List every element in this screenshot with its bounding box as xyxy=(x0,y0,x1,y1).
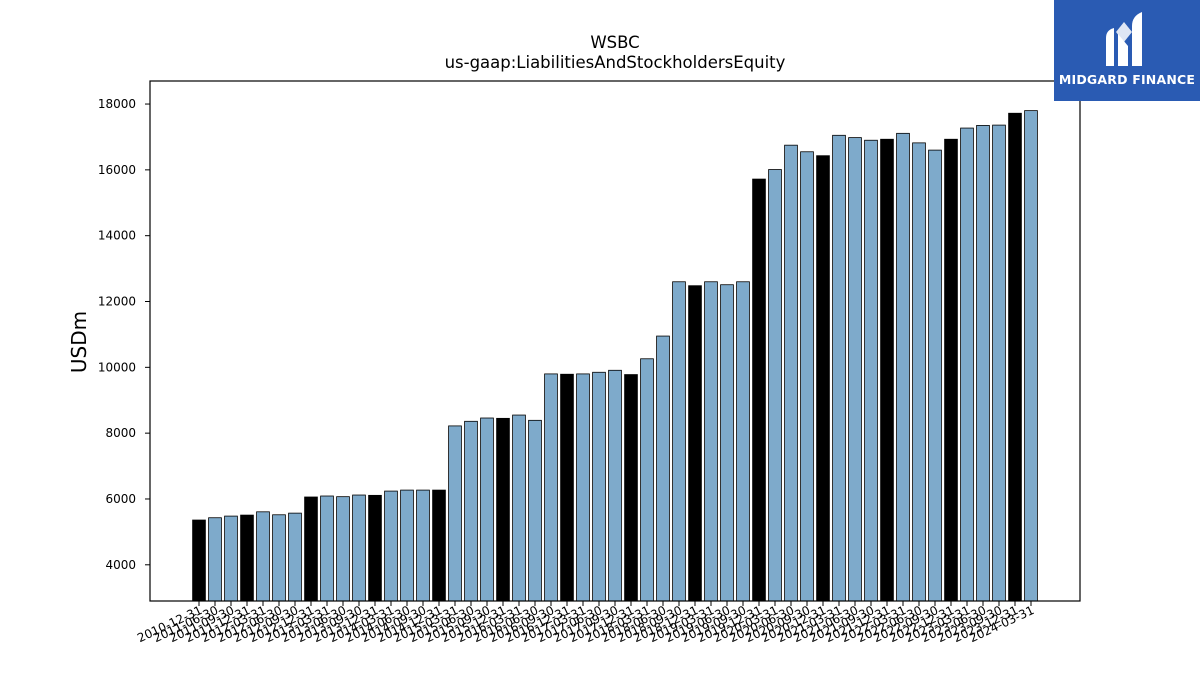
bar-2018-09-30 xyxy=(672,281,686,602)
bar-2016-12-31 xyxy=(560,373,574,602)
y-tick-label: 8000 xyxy=(105,426,136,440)
bar-2021-09-30 xyxy=(864,139,878,602)
bar-2017-03-31 xyxy=(576,373,590,602)
bar-2019-09-30 xyxy=(736,281,750,602)
y-tick-label: 10000 xyxy=(98,360,136,374)
bar-2023-06-30 xyxy=(976,125,990,602)
y-tick-label: 6000 xyxy=(105,492,136,506)
bar-2021-06-30 xyxy=(848,137,862,602)
bar-2016-03-31 xyxy=(512,414,526,602)
brand-logo: MIDGARD FINANCE xyxy=(1054,0,1200,101)
bar-2024-03-31 xyxy=(1024,110,1038,602)
bar-2021-03-31 xyxy=(832,134,846,602)
midgard-logo-icon xyxy=(1106,12,1142,66)
x-axis-ticks: 2010-12-312011-06-302011-09-302011-12-31… xyxy=(135,601,1036,645)
y-tick-label: 14000 xyxy=(98,229,136,243)
bar-2017-09-30 xyxy=(608,369,622,602)
bar-2020-09-30 xyxy=(800,151,814,602)
plot-frame xyxy=(149,80,1081,602)
y-tick-label: 18000 xyxy=(98,97,136,111)
bar-2021-12-31 xyxy=(880,138,894,602)
bar-2015-12-31 xyxy=(496,417,510,602)
bar-2011-06-30 xyxy=(208,517,222,602)
bar-2020-06-30 xyxy=(784,144,798,602)
brand-logo-text: MIDGARD FINANCE xyxy=(1058,72,1196,87)
chart-title: WSBC xyxy=(590,33,639,52)
bar-2014-12-31 xyxy=(432,489,446,602)
bar-2019-06-30 xyxy=(720,284,734,602)
bar-2014-03-31 xyxy=(384,490,398,602)
bar-2022-06-30 xyxy=(912,142,926,602)
y-axis-ticks: 4000 6000 8000 10000 12000 14000 16000 18000 xyxy=(98,97,150,572)
bar-2014-06-30 xyxy=(400,489,414,602)
bar-2013-12-31 xyxy=(368,494,382,602)
y-tick-label: 16000 xyxy=(98,163,136,177)
bar-2015-06-30 xyxy=(464,420,478,602)
bar-2011-09-30 xyxy=(224,515,238,602)
bar-2015-03-31 xyxy=(448,425,462,602)
bar-2019-12-31 xyxy=(752,178,766,602)
bar-2018-03-31 xyxy=(640,358,654,602)
bar-2010-12-31 xyxy=(192,519,206,602)
bar-2022-12-31 xyxy=(944,138,958,602)
bar-2017-06-30 xyxy=(592,371,606,602)
bar-2012-03-31 xyxy=(256,511,270,602)
bar-2016-09-30 xyxy=(544,373,558,602)
bar-2023-09-30 xyxy=(992,124,1006,602)
y-tick-label: 12000 xyxy=(98,295,136,309)
bar-2013-09-30 xyxy=(352,494,366,602)
bar-2017-12-31 xyxy=(624,374,638,602)
bar-2012-09-30 xyxy=(288,512,302,602)
bar-2011-12-31 xyxy=(240,514,254,602)
bar-2015-09-30 xyxy=(480,417,494,602)
bar-2013-06-30 xyxy=(336,496,350,602)
y-axis-label: USDm xyxy=(67,311,91,373)
bar-2023-03-31 xyxy=(960,127,974,602)
y-tick-label: 4000 xyxy=(105,558,136,572)
bar-2022-09-30 xyxy=(928,149,942,602)
bar-2023-12-31 xyxy=(1008,112,1022,602)
bar-2020-12-31 xyxy=(816,155,830,602)
bar-2012-06-30 xyxy=(272,514,286,602)
bar-2019-03-31 xyxy=(704,281,718,602)
bar-2012-12-31 xyxy=(304,496,318,602)
bar-2014-09-30 xyxy=(416,489,430,602)
bar-2018-12-31 xyxy=(688,285,702,602)
bar-2020-03-31 xyxy=(768,169,782,602)
bars xyxy=(192,110,1038,602)
bar-2022-03-31 xyxy=(896,132,910,602)
chart-subtitle: us-gaap:LiabilitiesAndStockholdersEquity xyxy=(445,53,786,72)
bar-2018-06-30 xyxy=(656,335,670,602)
bar-2016-06-30 xyxy=(528,419,542,602)
bar-2013-03-31 xyxy=(320,495,334,602)
